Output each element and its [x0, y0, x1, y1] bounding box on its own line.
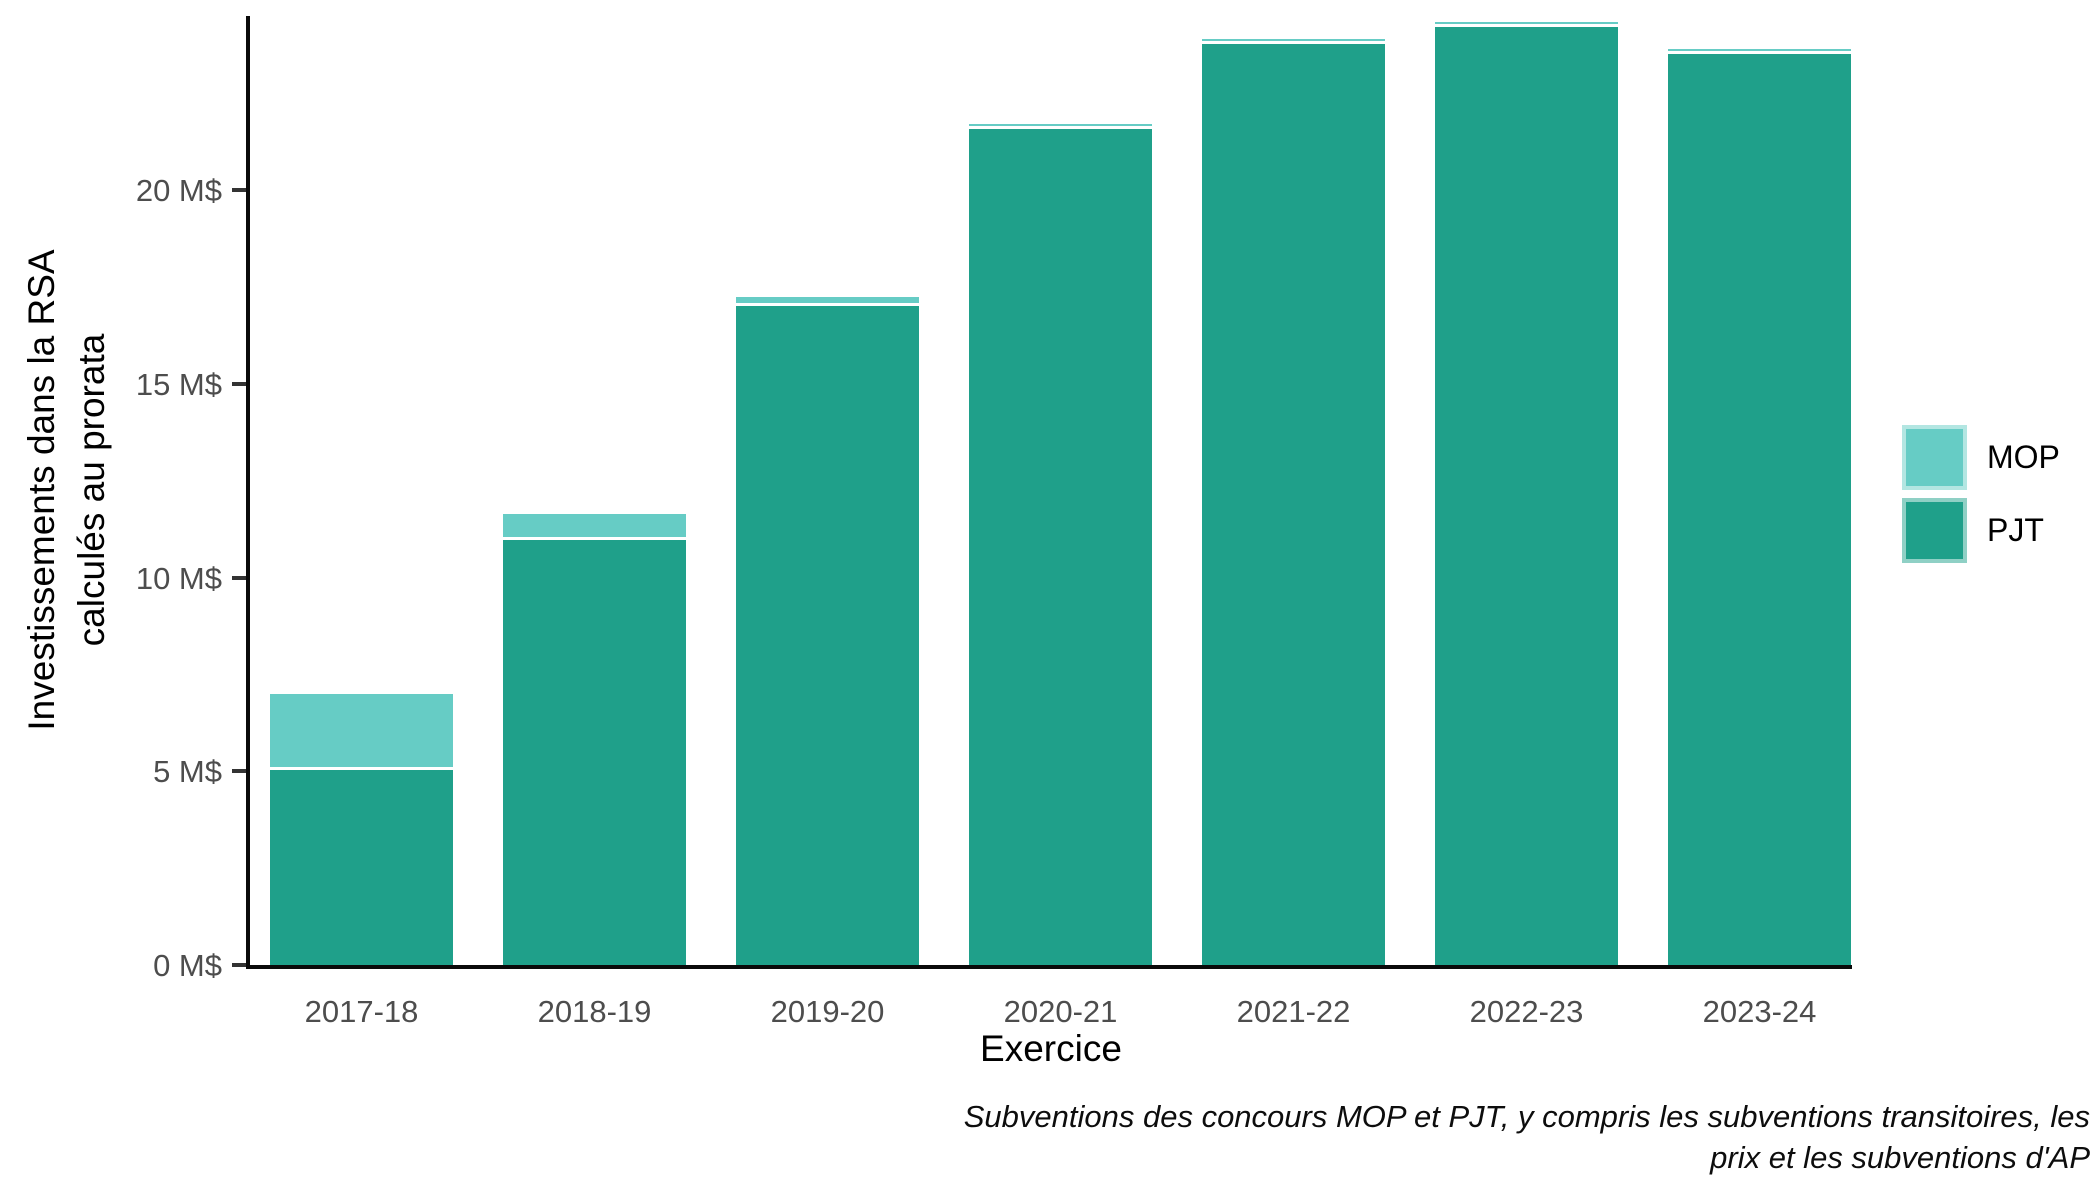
- x-tick-label: 2020-21: [1003, 994, 1118, 1029]
- y-tick-label: 5 M$: [153, 754, 222, 790]
- y-tick-mark: [232, 769, 246, 774]
- bar-2022-23: [1435, 21, 1618, 965]
- legend-item-pjt: PJT: [1902, 498, 2060, 563]
- bar-segment-pjt: [736, 302, 919, 965]
- bar-segment-mop: [969, 124, 1152, 127]
- x-tick-label: 2017-18: [304, 994, 419, 1029]
- caption-line2: prix et les subventions d'AP: [1710, 1140, 2090, 1175]
- bar-segment-pjt: [270, 767, 453, 965]
- legend-item-mop: MOP: [1902, 425, 2060, 490]
- x-tick-label: 2023-24: [1702, 994, 1817, 1029]
- bar-segment-pjt: [1202, 41, 1385, 965]
- bar-segment-mop: [1668, 48, 1851, 51]
- legend-label-pjt: PJT: [1987, 512, 2044, 548]
- y-tick-mark: [232, 381, 246, 386]
- bar-2018-19: [503, 513, 686, 965]
- legend-label-mop: MOP: [1987, 439, 2060, 475]
- bar-segment-pjt: [1668, 50, 1851, 965]
- y-axis-title-line1: Investissements dans la RSA: [21, 249, 62, 731]
- y-tick-label: 15 M$: [135, 366, 222, 402]
- y-tick-mark: [232, 188, 246, 193]
- bar-2017-18: [270, 693, 453, 965]
- legend-swatch-pjt: [1902, 498, 1967, 563]
- y-tick-label: 20 M$: [135, 173, 222, 209]
- y-tick-mark: [232, 963, 246, 967]
- bar-segment-pjt: [503, 536, 686, 965]
- y-axis-title: Investissements dans la RSA calculés au …: [17, 249, 117, 730]
- y-tick-label: 0 M$: [153, 948, 222, 983]
- y-tick-mark: [232, 575, 246, 580]
- x-tick-label: 2021-22: [1236, 994, 1351, 1029]
- x-axis-title: Exercice: [980, 1028, 1122, 1069]
- bar-segment-pjt: [969, 126, 1152, 965]
- caption: Subventions des concours MOP et PJT, y c…: [964, 1096, 2090, 1178]
- bar-segment-mop: [270, 693, 453, 768]
- legend: MOP PJT: [1902, 425, 2060, 571]
- bar-segment-mop: [1435, 21, 1618, 24]
- plot-area: 0 M$ 5 M$ 10 M$ 15 M$ 20 M$ 2017-18 2018-19 201…: [136, 16, 1852, 1029]
- y-tick-label: 10 M$: [135, 560, 222, 596]
- x-tick-label: 2022-23: [1469, 994, 1584, 1029]
- legend-swatch-mop: [1902, 425, 1967, 490]
- x-tick-label: 2018-19: [537, 994, 652, 1029]
- bar-2023-24: [1668, 48, 1851, 965]
- bar-segment-mop: [503, 513, 686, 537]
- bar-segment-mop: [736, 296, 919, 303]
- bar-2019-20: [736, 296, 919, 965]
- bar-2020-21: [969, 124, 1152, 965]
- x-tick-label: 2019-20: [770, 994, 885, 1029]
- caption-line1: Subventions des concours MOP et PJT, y c…: [963, 1099, 2090, 1134]
- y-axis-title-line2: calculés au prorata: [71, 333, 112, 647]
- bar-2021-22: [1202, 39, 1385, 965]
- bar-segment-mop: [1202, 39, 1385, 42]
- bar-segment-pjt: [1435, 23, 1618, 965]
